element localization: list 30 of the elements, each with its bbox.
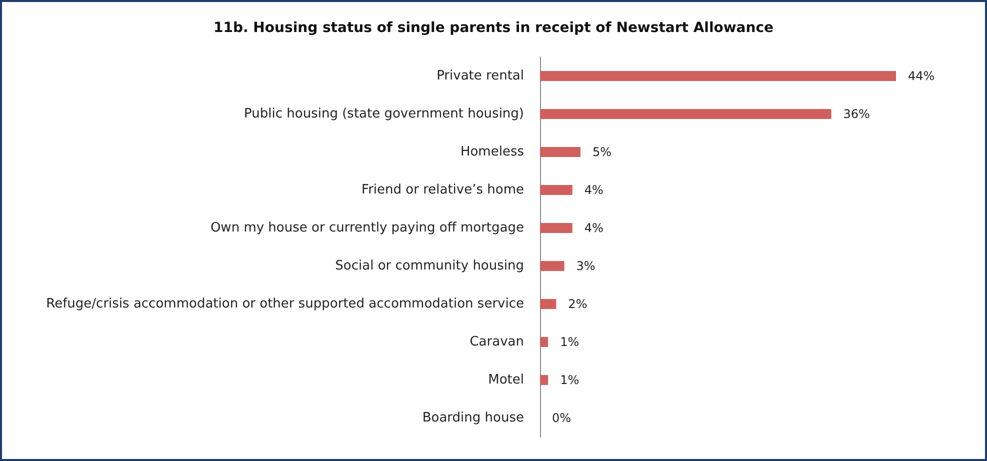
bar: [540, 109, 832, 119]
bar: [540, 375, 548, 385]
y-tick-label: Motel: [488, 372, 524, 388]
chart-title: 11b. Housing status of single parents in receipt of Newstart Allowance: [213, 20, 774, 36]
bar: [540, 223, 572, 233]
bar: [540, 337, 548, 347]
bar: [540, 147, 580, 157]
y-tick-label: Public housing (state government housing): [244, 106, 524, 122]
bar: [540, 185, 572, 195]
data-label: 1%: [560, 373, 580, 387]
data-label: 4%: [584, 221, 604, 235]
y-tick-label: Own my house or currently paying off mortgage: [210, 220, 524, 236]
data-label: 36%: [843, 107, 870, 121]
y-tick-label: Private rental: [436, 68, 524, 84]
y-tick-label: Caravan: [470, 334, 524, 350]
data-label: 4%: [584, 183, 604, 197]
data-label: 44%: [908, 69, 935, 83]
bar: [540, 71, 896, 81]
data-label: 5%: [592, 145, 612, 159]
y-tick-label: Boarding house: [422, 410, 524, 426]
data-label: 1%: [560, 335, 580, 349]
y-tick-label: Friend or relative’s home: [362, 182, 524, 198]
data-label: 3%: [576, 259, 596, 273]
bar: [540, 261, 564, 271]
y-tick-label: Refuge/crisis accommodation or other supported accommodation service: [46, 296, 524, 312]
data-label: 0%: [552, 411, 572, 425]
data-label: 2%: [568, 297, 588, 311]
bar: [540, 299, 556, 309]
y-tick-label: Social or community housing: [335, 258, 524, 274]
y-tick-label: Homeless: [460, 144, 524, 160]
